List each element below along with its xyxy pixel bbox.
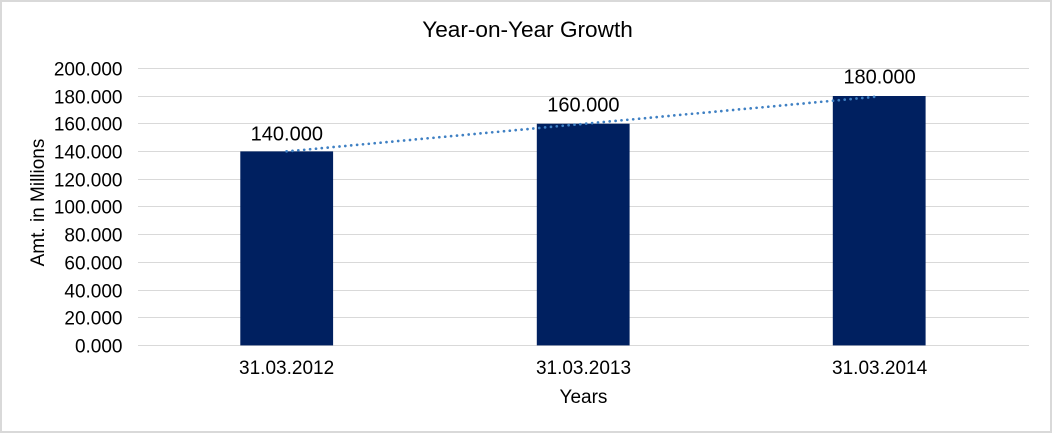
- svg-text:160.000: 160.000: [547, 95, 619, 117]
- svg-text:160.000: 160.000: [54, 115, 123, 136]
- svg-text:180.000: 180.000: [843, 67, 915, 89]
- svg-text:31.03.2014: 31.03.2014: [832, 358, 928, 379]
- svg-text:180.000: 180.000: [54, 88, 123, 109]
- svg-text:31.03.2013: 31.03.2013: [536, 358, 631, 379]
- svg-text:120.000: 120.000: [54, 171, 123, 192]
- svg-text:200.000: 200.000: [54, 60, 123, 81]
- svg-text:100.000: 100.000: [54, 198, 123, 219]
- svg-text:80.000: 80.000: [64, 226, 122, 247]
- svg-text:20.000: 20.000: [64, 309, 122, 330]
- svg-text:40.000: 40.000: [64, 282, 122, 303]
- svg-text:140.000: 140.000: [251, 123, 323, 145]
- svg-text:31.03.2012: 31.03.2012: [239, 358, 334, 379]
- svg-text:Years: Years: [560, 387, 608, 408]
- svg-text:Amt. in Millions: Amt. in Millions: [28, 139, 49, 267]
- svg-text:60.000: 60.000: [64, 254, 122, 275]
- svg-text:0.000: 0.000: [75, 337, 123, 358]
- svg-text:Year-on-Year Growth: Year-on-Year Growth: [422, 17, 633, 42]
- svg-text:140.000: 140.000: [54, 143, 123, 164]
